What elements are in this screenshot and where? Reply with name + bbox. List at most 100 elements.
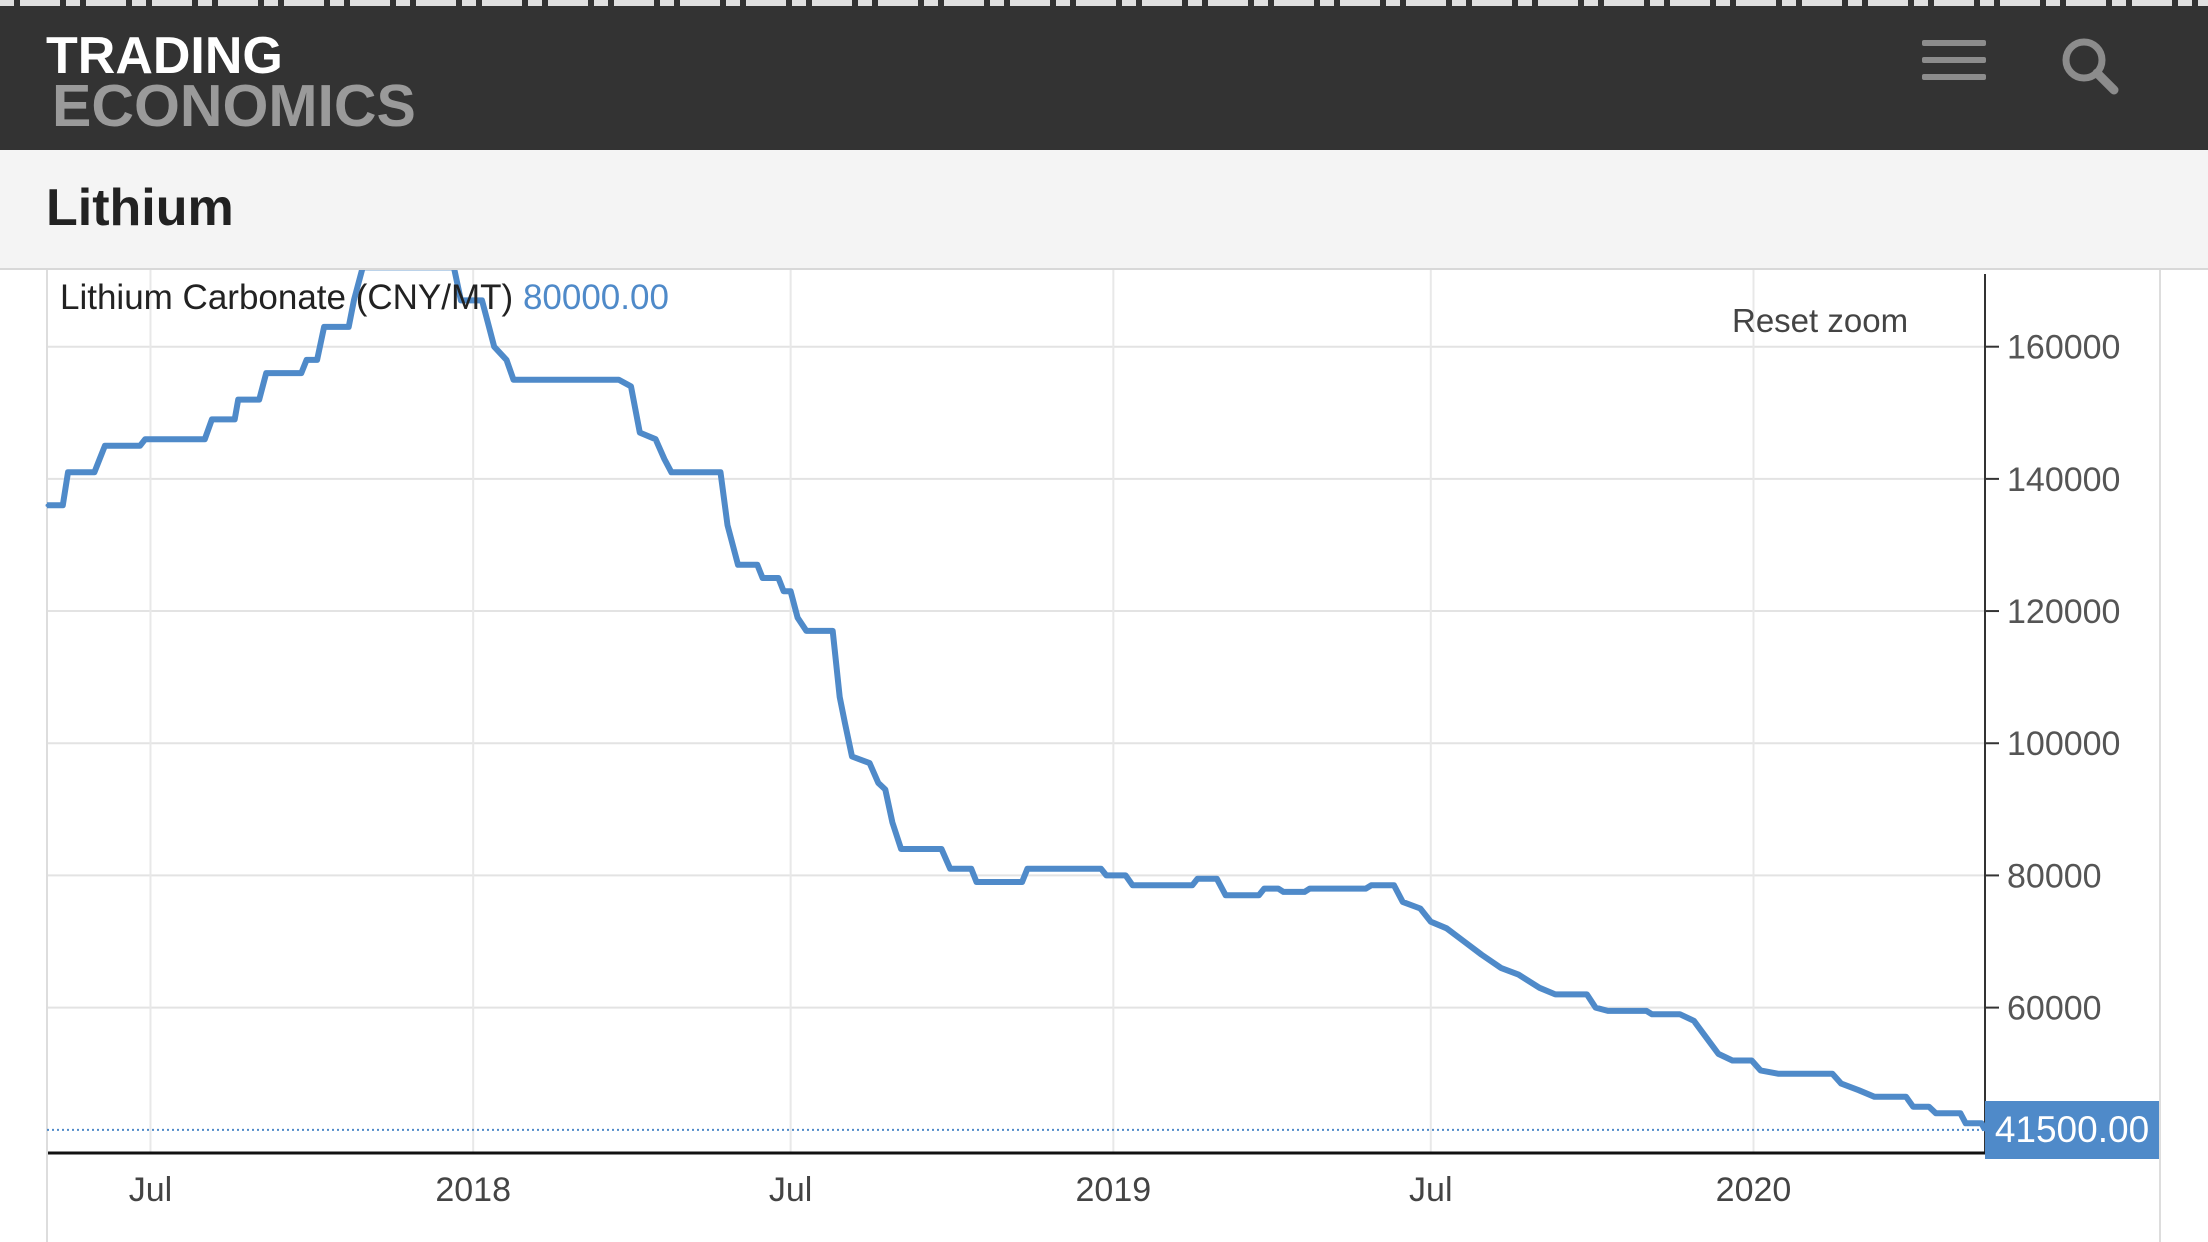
data-point [1857,1088,1861,1092]
data-point [876,781,880,785]
data-point [1369,883,1373,887]
series-line[interactable] [47,270,1988,1132]
y-tick-label: 140000 [2007,461,2120,499]
chart-legend: Lithium Carbonate (CNY/MT) 80000.00 [60,278,669,318]
data-point [352,298,356,302]
x-tick-label: Jul [769,1171,812,1209]
data-point [210,417,214,421]
data-point [1927,1105,1931,1109]
data-point [305,358,309,362]
data-point [1730,1058,1734,1062]
chart-axes [46,270,2161,1242]
data-point [492,345,496,349]
data-point [1462,940,1466,944]
data-point [761,576,765,580]
x-tick-label: Jul [129,1171,172,1209]
data-point [92,470,96,474]
data-point [505,358,509,362]
data-point [233,417,237,421]
x-tick-label: 2018 [435,1171,511,1209]
data-point [1303,890,1307,894]
data-point [1262,887,1266,891]
data-point [638,431,642,435]
data-point [1678,1012,1682,1016]
hamburger-menu-icon[interactable] [1918,36,1990,86]
data-point [1873,1095,1877,1099]
data-point [969,867,973,871]
data-point [322,325,326,329]
data-point [939,847,943,851]
data-point [776,576,780,580]
data-point [1911,1105,1915,1109]
data-point [850,754,854,758]
data-point [975,880,979,884]
data-point [1830,1072,1834,1076]
data-point [654,437,658,441]
data-point [1099,867,1103,871]
data-point [617,378,621,382]
logo-economics[interactable]: ECONOMICS [52,73,416,139]
data-point [1692,1019,1696,1023]
data-point [1606,1009,1610,1013]
data-point [103,444,107,448]
data-point [480,298,484,302]
data-point [1124,873,1128,877]
ticker-strip [0,0,2208,6]
price-chart[interactable]: 60000 80000 100000 120000 140000 160000 Jul 201… [0,270,2208,1242]
data-point [1516,973,1520,977]
logo-trading[interactable]: TRADING [46,27,283,85]
data-point [669,470,673,474]
data-point [736,563,740,567]
y-tick-label: 60000 [2007,990,2102,1028]
top-bar: TRADING ECONOMICS [0,0,2208,150]
data-point [1215,877,1219,881]
data-point [629,384,633,388]
data-point [1759,1068,1763,1072]
series-layer [45,270,1988,1132]
data-point [1276,887,1280,891]
data-point [789,589,793,593]
data-point [1025,867,1029,871]
data-point [796,616,800,620]
data-point [1934,1111,1938,1115]
data-point [1776,1072,1780,1076]
data-point [143,437,147,441]
tick-labels: 60000 80000 100000 120000 140000 160000 Jul 201… [129,329,2121,1209]
data-point [1196,877,1200,881]
data-point [1224,893,1228,897]
data-point [512,378,516,382]
data-point [662,457,666,461]
data-point [755,563,759,567]
data-point [1553,992,1557,996]
data-point [868,761,872,765]
page-title: Lithium [46,179,234,237]
data-point [203,437,207,441]
y-tick-label: 100000 [2007,725,2120,763]
data-point [1131,883,1135,887]
data-point [66,470,70,474]
data-point [1958,1111,1962,1115]
reset-zoom-button[interactable]: Reset zoom [1732,302,1909,339]
data-point [1445,926,1449,930]
data-point [236,398,240,402]
data-point [1716,1052,1720,1056]
data-point [883,788,887,792]
x-tick-label: 2019 [1076,1171,1152,1209]
data-point [1538,986,1542,990]
x-tick-label: Jul [1409,1171,1452,1209]
data-point [890,821,894,825]
data-point [1839,1082,1843,1086]
data-point [299,371,303,375]
data-point [98,457,102,461]
title-bar: Lithium [0,150,2208,270]
data-point [487,325,491,329]
data-point [1585,992,1589,996]
data-point [804,629,808,633]
data-point [1401,900,1405,904]
data-point [264,371,268,375]
data-point [843,721,847,725]
data-point [1480,953,1484,957]
data-point [1904,1095,1908,1099]
search-icon[interactable] [2058,34,2122,98]
x-tick-label: 2020 [1716,1171,1792,1209]
